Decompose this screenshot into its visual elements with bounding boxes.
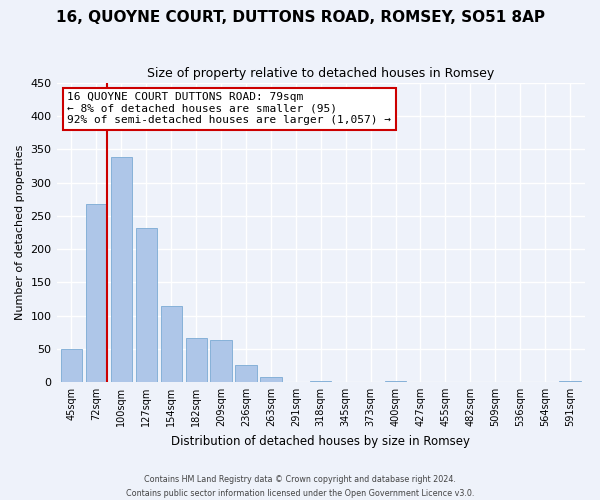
Bar [61, 348, 82, 382]
Bar [310, 380, 331, 382]
Bar [559, 380, 581, 382]
Bar [235, 366, 257, 382]
Text: Contains HM Land Registry data © Crown copyright and database right 2024.
Contai: Contains HM Land Registry data © Crown c… [126, 476, 474, 498]
Text: 16 QUOYNE COURT DUTTONS ROAD: 79sqm
← 8% of detached houses are smaller (95)
92%: 16 QUOYNE COURT DUTTONS ROAD: 79sqm ← 8%… [67, 92, 391, 125]
Text: 16, QUOYNE COURT, DUTTONS ROAD, ROMSEY, SO51 8AP: 16, QUOYNE COURT, DUTTONS ROAD, ROMSEY, … [56, 10, 545, 25]
Bar [111, 158, 132, 382]
Bar [385, 380, 406, 382]
X-axis label: Distribution of detached houses by size in Romsey: Distribution of detached houses by size … [171, 434, 470, 448]
Bar [211, 340, 232, 382]
Bar [86, 204, 107, 382]
Y-axis label: Number of detached properties: Number of detached properties [15, 145, 25, 320]
Bar [185, 338, 207, 382]
Bar [136, 228, 157, 382]
Bar [260, 378, 281, 382]
Title: Size of property relative to detached houses in Romsey: Size of property relative to detached ho… [147, 68, 494, 80]
Bar [161, 306, 182, 382]
